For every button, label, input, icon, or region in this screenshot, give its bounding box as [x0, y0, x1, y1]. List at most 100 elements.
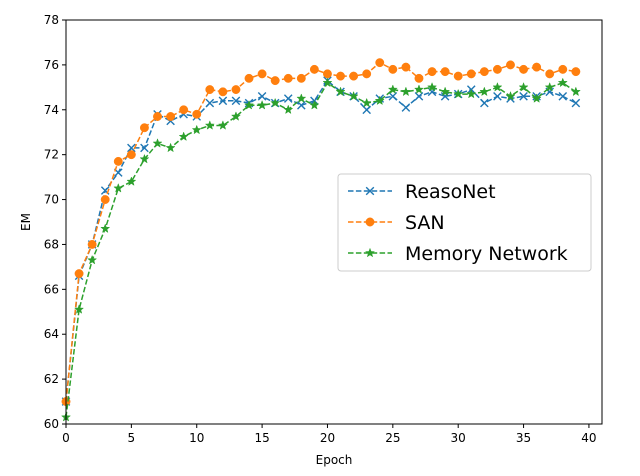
data-point [493, 92, 502, 101]
data-point [466, 69, 476, 79]
data-point [152, 138, 163, 148]
data-point [466, 88, 477, 99]
data-point [230, 111, 242, 121]
data-point [544, 81, 555, 92]
data-point [192, 109, 202, 119]
plot-frame [65, 19, 603, 425]
data-point [139, 123, 149, 133]
data-point [323, 69, 332, 79]
y-tick-label: 72 [44, 148, 59, 162]
data-point [218, 87, 228, 97]
data-point [440, 67, 450, 77]
data-point [218, 96, 228, 106]
data-point [570, 86, 581, 97]
y-tick-label: 64 [44, 327, 59, 341]
data-point [217, 120, 228, 130]
data-point [74, 304, 85, 314]
data-point [87, 254, 98, 265]
data-point [140, 143, 149, 153]
y-tick-label: 62 [44, 372, 59, 386]
data-point [362, 69, 372, 79]
y-axis-label: EM [19, 213, 33, 231]
data-point [139, 153, 150, 164]
data-point [257, 99, 268, 110]
x-tick-label: 25 [385, 431, 400, 445]
data-point [191, 124, 202, 135]
data-point [401, 62, 411, 72]
data-point [100, 195, 110, 205]
data-point [492, 64, 502, 74]
data-point [205, 98, 215, 108]
series-memory-network [60, 77, 581, 422]
data-point [74, 269, 84, 279]
series-line [65, 81, 577, 418]
data-point [545, 69, 555, 79]
x-axis-label: Epoch [316, 453, 353, 467]
data-point [400, 86, 411, 97]
data-point [153, 112, 162, 121]
y-tick-label: 60 [44, 417, 59, 431]
axes: 0 5 10 15 20 25 30 35 40 60 62 64 66 68 70 72 74 76 78 [44, 13, 603, 445]
data-point [388, 92, 398, 101]
data-point [518, 82, 529, 92]
data-point [375, 58, 385, 68]
series-line [65, 79, 577, 402]
data-point [231, 96, 241, 106]
data-point [440, 92, 450, 101]
data-point [557, 77, 568, 88]
data-point [479, 67, 489, 77]
legend: ReasoNet SAN Memory Network [337, 173, 592, 272]
legend-label: ReasoNet [405, 181, 496, 203]
data-point [231, 85, 241, 95]
data-point [243, 99, 255, 110]
x-tick-label: 15 [254, 431, 269, 445]
data-point [401, 103, 411, 112]
data-point [571, 98, 581, 108]
y-tick-label: 76 [44, 58, 59, 72]
data-point [492, 81, 503, 92]
data-point [244, 73, 254, 83]
data-point [127, 143, 136, 153]
data-point [165, 142, 176, 153]
data-point [257, 69, 267, 79]
data-point [113, 182, 124, 193]
data-point [322, 77, 333, 88]
data-point [558, 92, 568, 101]
data-point [348, 90, 359, 101]
data-point [558, 64, 568, 74]
data-point [387, 84, 398, 94]
data-point [166, 112, 176, 121]
data-point [571, 67, 581, 77]
legend-marker [365, 217, 375, 227]
legend-entry: Memory Network [348, 243, 568, 265]
data-point [519, 64, 529, 74]
data-point [87, 239, 97, 249]
legend-label: Memory Network [405, 243, 568, 265]
legend-box [337, 173, 592, 272]
data-point [270, 76, 280, 86]
x-tick-label: 5 [128, 431, 136, 445]
data-point [113, 156, 123, 166]
data-point [413, 84, 425, 94]
data-point [335, 86, 346, 97]
legend-label: SAN [405, 212, 445, 234]
data-point [440, 86, 451, 97]
x-tick-label: 30 [451, 431, 466, 445]
y-tick-label: 66 [44, 282, 59, 296]
x-tick-label: 35 [516, 431, 531, 445]
x-tick-label: 40 [581, 431, 596, 445]
y-tick-label: 68 [44, 237, 59, 251]
series-line [65, 61, 576, 402]
series-san [61, 58, 581, 407]
data-point [453, 71, 463, 81]
data-point [427, 87, 437, 97]
data-point [309, 99, 320, 110]
data-point [531, 93, 542, 103]
data-point [414, 92, 424, 101]
data-point [532, 62, 542, 72]
data-point [296, 93, 307, 103]
data-point [426, 82, 438, 92]
data-point [506, 60, 515, 70]
data-point [453, 88, 464, 99]
